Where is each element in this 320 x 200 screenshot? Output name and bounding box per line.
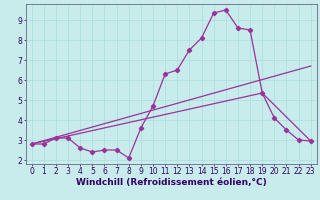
X-axis label: Windchill (Refroidissement éolien,°C): Windchill (Refroidissement éolien,°C) [76,178,267,187]
